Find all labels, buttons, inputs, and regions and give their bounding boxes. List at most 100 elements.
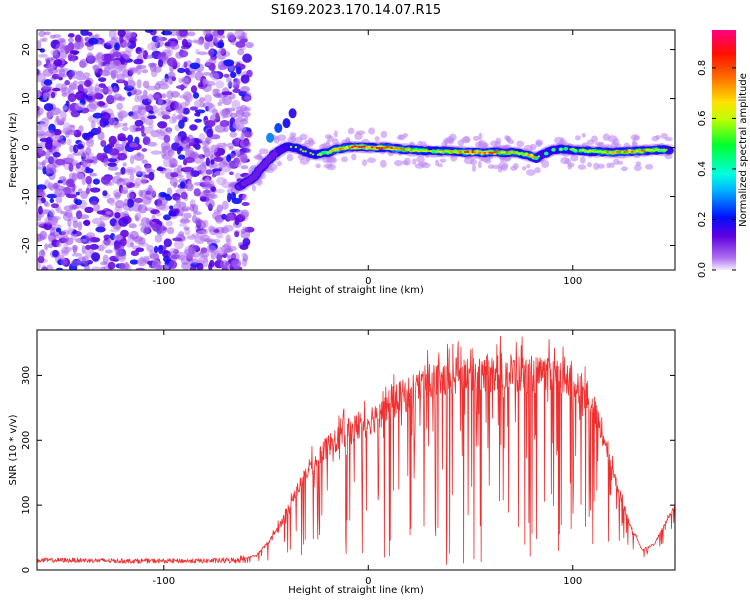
noise-blob <box>191 258 199 265</box>
noise-blob <box>152 264 163 270</box>
halo-blob <box>331 138 339 145</box>
noise-blob <box>188 250 194 259</box>
ridge-mark <box>451 150 455 153</box>
halo-blob <box>651 135 659 142</box>
ridge-mark <box>409 149 413 152</box>
noise-blob <box>175 114 185 121</box>
noise-blob <box>194 118 202 123</box>
noise-blob <box>171 142 181 151</box>
noise-blob <box>39 122 49 131</box>
noise-blob <box>93 64 99 73</box>
noise-blob <box>62 122 71 132</box>
noise-blob <box>137 51 146 56</box>
noise-blob <box>135 64 147 70</box>
noise-blob <box>59 110 67 120</box>
halo-blob <box>587 162 592 168</box>
ridge-mark <box>444 150 447 153</box>
ridge-mark <box>552 148 555 151</box>
noise-blob <box>55 158 66 166</box>
ridge-mark <box>563 146 569 151</box>
noise-blob <box>215 80 225 89</box>
halo-blob <box>402 160 409 166</box>
noise-blob <box>231 258 242 268</box>
noise-blob <box>211 37 220 43</box>
noise-blob <box>152 223 161 232</box>
noise-blob <box>81 245 87 254</box>
halo-blob <box>412 158 417 165</box>
noise-blob <box>100 140 107 147</box>
ridge-mark <box>618 150 622 153</box>
noise-blob <box>222 142 227 151</box>
noise-blob <box>100 266 106 270</box>
noise-blob <box>85 166 90 171</box>
noise-blob <box>203 72 212 76</box>
ridge-mark <box>368 147 371 150</box>
halo-blob <box>504 135 510 141</box>
noise-blob <box>37 261 41 270</box>
noise-blob <box>59 118 65 124</box>
noise-blob <box>55 227 62 233</box>
noise-blob <box>207 103 216 113</box>
noise-blob <box>229 171 234 176</box>
noise-blob <box>47 182 54 190</box>
noise-blob <box>175 30 181 37</box>
noise-blob <box>197 37 205 46</box>
noise-blob <box>171 76 177 82</box>
noise-blob <box>121 126 129 131</box>
ridge-mark <box>569 148 572 151</box>
noise-blob <box>144 118 154 126</box>
y-tick-label: -10 <box>21 188 32 204</box>
noise-blob <box>103 66 111 72</box>
ridge-mark <box>316 153 320 156</box>
noise-blob <box>162 168 173 173</box>
halo-blob <box>290 135 297 143</box>
noise-blob <box>121 41 131 47</box>
halo-blob <box>354 132 363 140</box>
noise-blob <box>175 212 184 217</box>
spectrogram-y-label: Frequency (Hz) <box>8 112 19 188</box>
noise-blob <box>134 215 139 221</box>
noise-blob <box>197 51 208 56</box>
noise-blob <box>194 138 200 144</box>
noise-blob <box>112 85 118 94</box>
noise-blob <box>142 255 152 260</box>
noise-blob <box>61 187 72 192</box>
noise-blob <box>246 148 252 154</box>
ridge-mark <box>304 150 308 153</box>
ridge-mark <box>520 152 523 155</box>
halo-blob <box>417 140 423 146</box>
noise-blob <box>46 109 54 118</box>
noise-blob <box>182 107 190 115</box>
halo-blob <box>417 161 428 167</box>
halo-blob <box>574 135 581 141</box>
noise-blob <box>123 198 129 207</box>
halo-blob <box>276 160 282 167</box>
ridge-mark <box>424 150 428 153</box>
noise-blob <box>41 209 52 215</box>
ridge-mark <box>382 146 386 149</box>
noise-blob <box>111 59 122 69</box>
noise-blob <box>122 162 127 167</box>
noise-blob <box>134 197 144 204</box>
noise-blob <box>108 181 115 187</box>
ridge-mark <box>301 150 305 153</box>
ridge-mark <box>586 150 590 153</box>
noise-blob <box>55 267 64 270</box>
noise-blob <box>52 182 59 190</box>
noise-blob <box>184 157 195 164</box>
noise-blob <box>144 30 154 33</box>
ridge-mark <box>584 149 587 152</box>
halo-blob <box>516 140 525 148</box>
noise-blob <box>181 38 188 48</box>
ridge-mark <box>643 150 646 153</box>
noise-blob <box>96 152 104 161</box>
noise-blob <box>160 103 171 111</box>
noise-blob <box>177 154 186 160</box>
noise-blob <box>37 200 43 205</box>
noise-blob <box>120 186 129 194</box>
noise-blob <box>75 191 80 196</box>
noise-blob <box>106 95 117 104</box>
snr-frame <box>36 329 676 571</box>
noise-blob <box>51 226 56 231</box>
ridge-mark <box>370 146 374 149</box>
